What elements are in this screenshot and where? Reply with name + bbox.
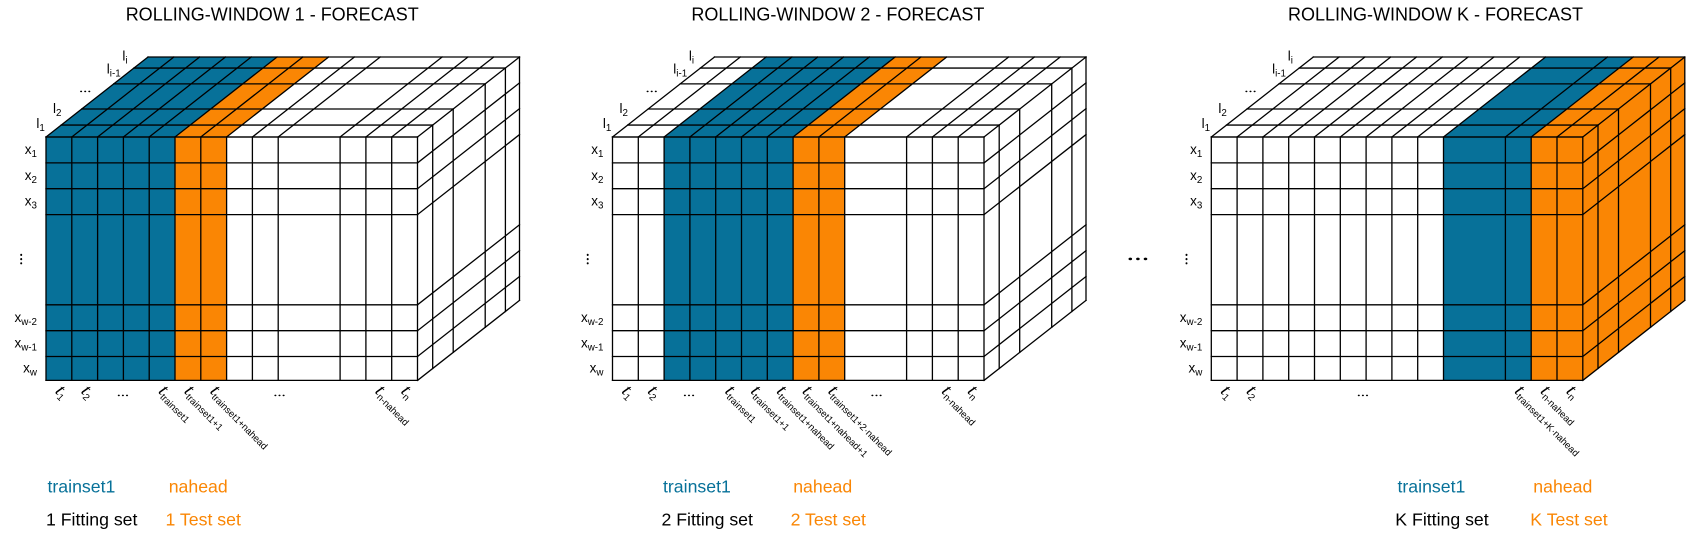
- svg-text:1 Fitting set: 1 Fitting set: [46, 510, 138, 530]
- svg-text:l2: l2: [1218, 101, 1226, 119]
- svg-text:x2: x2: [591, 168, 603, 186]
- svg-text:ROLLING-WINDOW 2 - FORECAST: ROLLING-WINDOW 2 - FORECAST: [691, 5, 984, 25]
- svg-text:x1: x1: [1190, 142, 1202, 160]
- svg-text:trainset1: trainset1: [1398, 477, 1466, 497]
- svg-text:ROLLING-WINDOW 1 - FORECAST: ROLLING-WINDOW 1 - FORECAST: [126, 5, 419, 25]
- svg-text:li-1: li-1: [673, 62, 687, 80]
- svg-text:x2: x2: [1190, 168, 1202, 186]
- svg-text:trainset1: trainset1: [48, 477, 116, 497]
- svg-text:x1: x1: [591, 142, 603, 160]
- svg-text:xw-2: xw-2: [1180, 310, 1203, 328]
- svg-text:ROLLING-WINDOW K - FORECAST: ROLLING-WINDOW K - FORECAST: [1288, 5, 1583, 25]
- svg-text:li: li: [122, 49, 127, 67]
- svg-text:xw-1: xw-1: [14, 336, 37, 354]
- svg-text:nahead: nahead: [169, 477, 228, 497]
- svg-text:trainset1: trainset1: [663, 477, 731, 497]
- svg-text:1 Test set: 1 Test set: [166, 510, 241, 530]
- svg-text:K Fitting set: K Fitting set: [1395, 510, 1488, 530]
- svg-text:2 Test set: 2 Test set: [791, 510, 866, 530]
- svg-text:nahead: nahead: [793, 477, 852, 497]
- svg-text:K Test set: K Test set: [1530, 510, 1607, 530]
- svg-text:xw-2: xw-2: [581, 310, 604, 328]
- svg-text:xw: xw: [23, 360, 38, 378]
- svg-text:xw-1: xw-1: [581, 336, 604, 354]
- svg-text:l2: l2: [620, 101, 628, 119]
- svg-text:x1: x1: [25, 142, 37, 160]
- svg-text:xw-1: xw-1: [1180, 336, 1203, 354]
- svg-text:nahead: nahead: [1533, 477, 1592, 497]
- svg-text:xw: xw: [590, 360, 605, 378]
- svg-text:li: li: [689, 49, 694, 67]
- svg-text:li-1: li-1: [1272, 62, 1286, 80]
- svg-text:2 Fitting set: 2 Fitting set: [662, 510, 754, 530]
- svg-text:li-1: li-1: [107, 62, 121, 80]
- svg-text:l1: l1: [36, 116, 44, 134]
- svg-text:x3: x3: [25, 194, 38, 212]
- svg-text:li: li: [1288, 49, 1293, 67]
- svg-text:l1: l1: [603, 116, 611, 134]
- svg-text:xw: xw: [1188, 360, 1203, 378]
- svg-text:l1: l1: [1202, 116, 1210, 134]
- svg-text:xw-2: xw-2: [14, 310, 37, 328]
- svg-text:x3: x3: [591, 194, 604, 212]
- svg-text:x3: x3: [1190, 194, 1203, 212]
- svg-text:l2: l2: [53, 101, 61, 119]
- svg-text:x2: x2: [25, 168, 37, 186]
